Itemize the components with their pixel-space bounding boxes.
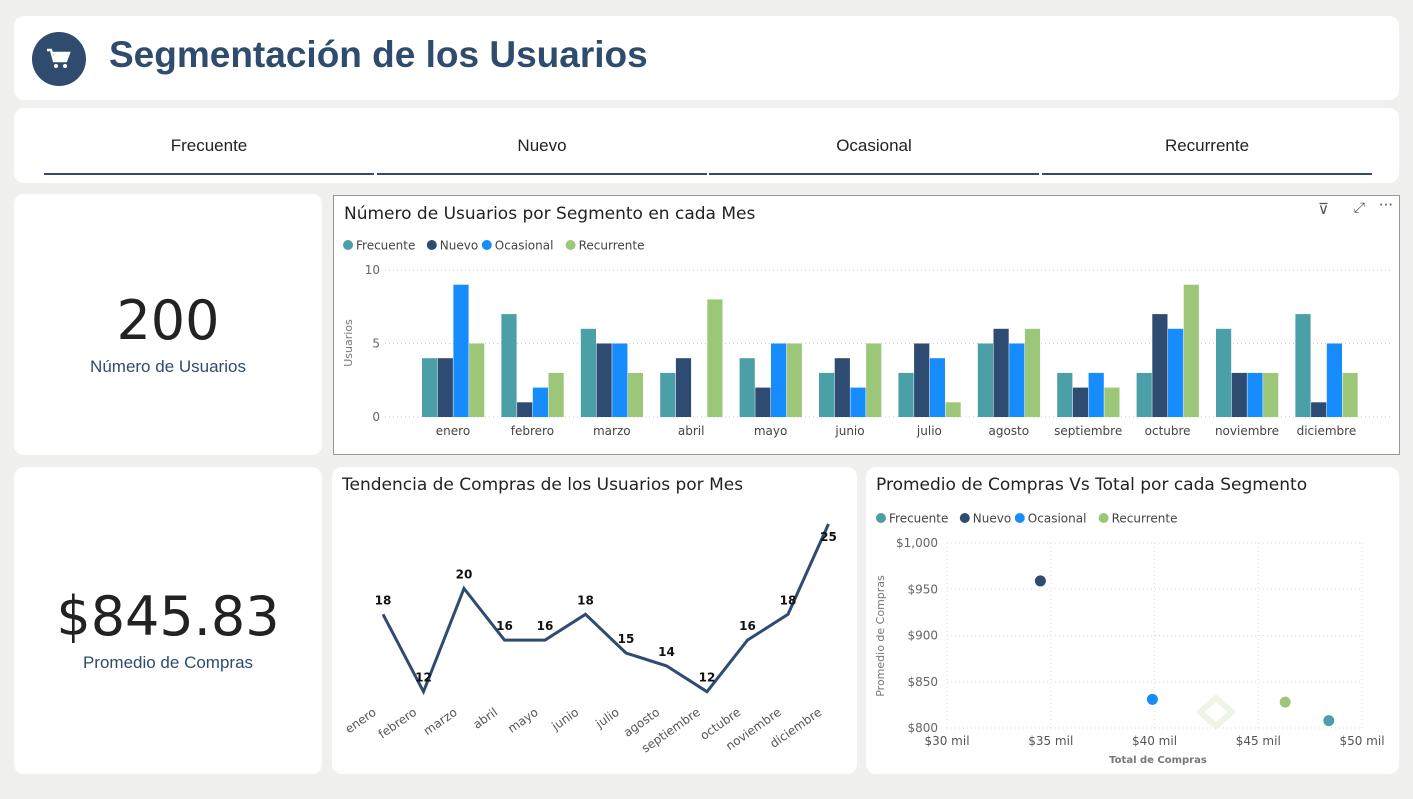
users-count: 200 (116, 289, 220, 352)
page-title: Segmentación de los Usuarios (109, 34, 648, 75)
avg-purchase-label: Promedio de Compras (82, 653, 254, 672)
segment-slicer: Frecuente Nuevo Ocasional Recurrente (14, 108, 1399, 183)
tab-ocasional[interactable]: Ocasional (709, 128, 1039, 175)
tab-frecuente[interactable]: Frecuente (44, 128, 374, 175)
more-options-icon[interactable]: ··· (1378, 196, 1393, 214)
users-label: Número de Usuarios (90, 357, 246, 376)
header: Segmentación de los Usuarios (14, 16, 1399, 100)
line-chart-card: Tendencia de Compras de los Usuarios por… (332, 467, 857, 774)
filter-icon[interactable]: ⊽ (1318, 200, 1329, 218)
avg-purchase-value: $845.83 (56, 585, 280, 648)
tab-nuevo[interactable]: Nuevo (377, 128, 707, 175)
cart-icon (32, 32, 86, 86)
users-kpi-card: 200 Número de Usuarios (14, 194, 322, 455)
scatter-chart-title: Promedio de Compras Vs Total por cada Se… (876, 475, 1308, 495)
scatter-chart-card: Promedio de Compras Vs Total por cada Se… (866, 467, 1399, 774)
line-chart-title: Tendencia de Compras de los Usuarios por… (342, 475, 744, 495)
focus-mode-icon[interactable]: ⤢ (1353, 200, 1365, 216)
avg-kpi-card: $845.83 Promedio de Compras (14, 467, 322, 774)
tab-recurrente[interactable]: Recurrente (1042, 128, 1372, 175)
bar-chart-card: Número de Usuarios por Segmento en cada … (333, 195, 1400, 455)
bar-chart-title: Número de Usuarios por Segmento en cada … (344, 204, 756, 224)
